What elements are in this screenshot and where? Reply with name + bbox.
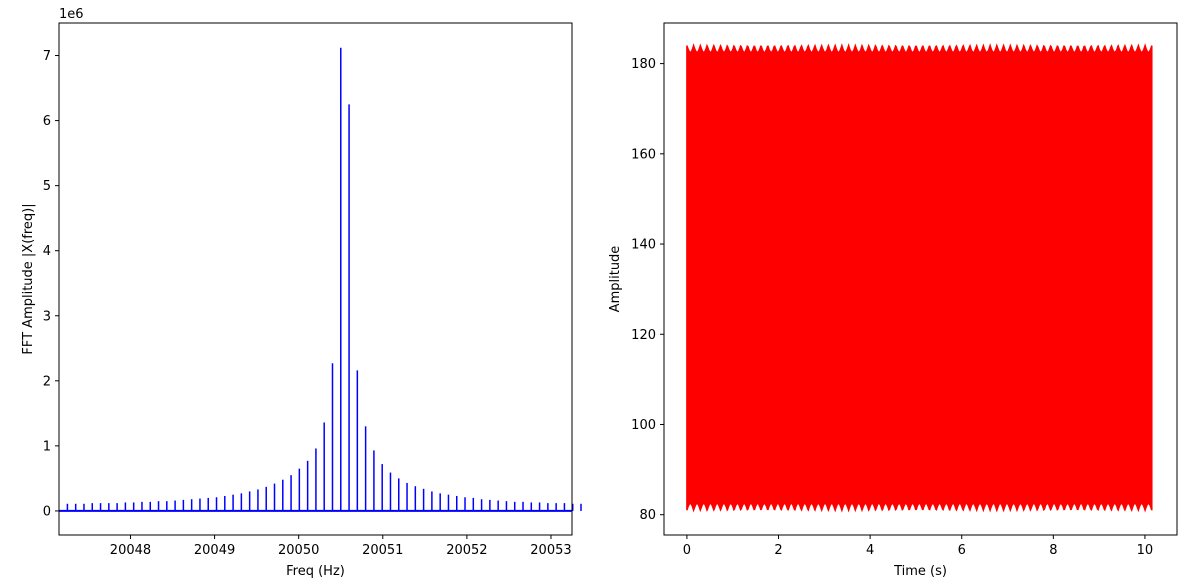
y-tick-label: 4 (43, 244, 51, 259)
x-tick-label: 2 (774, 543, 782, 558)
y-tick-label: 80 (639, 508, 656, 523)
y-tick-label: 6 (43, 114, 51, 129)
fft-stem-chart: 20048 20049 20050 20051 20052 20053 01234567 … (21, 7, 582, 579)
y-tick-label: 2 (43, 374, 51, 389)
x-tick-label: 20049 (194, 543, 235, 558)
fft-plot-frame (58, 22, 573, 536)
y-tick-label: 180 (631, 57, 656, 72)
y-tick-label: 3 (43, 309, 51, 324)
x-tick-label: 8 (1049, 543, 1057, 558)
x-tick-label: 20053 (530, 543, 571, 558)
y-tick-label: 5 (43, 179, 51, 194)
y-tick-label: 1 (43, 439, 51, 454)
y-tick-label: 0 (43, 504, 51, 519)
fft-stems (66, 47, 582, 511)
x-tick-label: 0 (683, 543, 691, 558)
x-tick-label: 20051 (362, 543, 403, 558)
fft-y-axis-ticks: 0 1 2 3 4 5 6 7 (43, 49, 59, 519)
time-y-axis-ticks: 80 100 120 140 160 180 (631, 57, 664, 523)
fft-x-axis-label: Freq (Hz) (286, 564, 345, 579)
x-tick-label: 20052 (446, 543, 487, 558)
fft-x-axis-ticks: 20048 20049 20050 20051 20052 20053 (110, 535, 572, 558)
y-tick-label: 140 (631, 238, 656, 253)
time-signal-chart: 0 2 4 6 8 10 80 100 120 140 160 180 Time (s) Ampli… (608, 22, 1178, 579)
x-tick-label: 20048 (110, 543, 151, 558)
time-plot-frame (663, 22, 1178, 536)
x-tick-label: 20050 (278, 543, 319, 558)
time-x-axis-ticks: 0 2 4 6 8 10 (683, 535, 1153, 558)
y-tick-label: 7 (43, 49, 51, 64)
y-tick-label: 100 (631, 418, 656, 433)
fft-y-offset-label: 1e6 (59, 7, 84, 22)
time-x-axis-label: Time (s) (893, 564, 947, 579)
time-signal-band (686, 43, 1153, 513)
x-tick-label: 10 (1137, 543, 1154, 558)
y-tick-label: 120 (631, 328, 656, 343)
x-tick-label: 4 (866, 543, 874, 558)
fft-y-axis-label: FFT Amplitude |X(freq)| (21, 203, 36, 354)
y-tick-label: 160 (631, 147, 656, 162)
x-tick-label: 6 (958, 543, 966, 558)
time-y-axis-label: Amplitude (608, 246, 623, 313)
